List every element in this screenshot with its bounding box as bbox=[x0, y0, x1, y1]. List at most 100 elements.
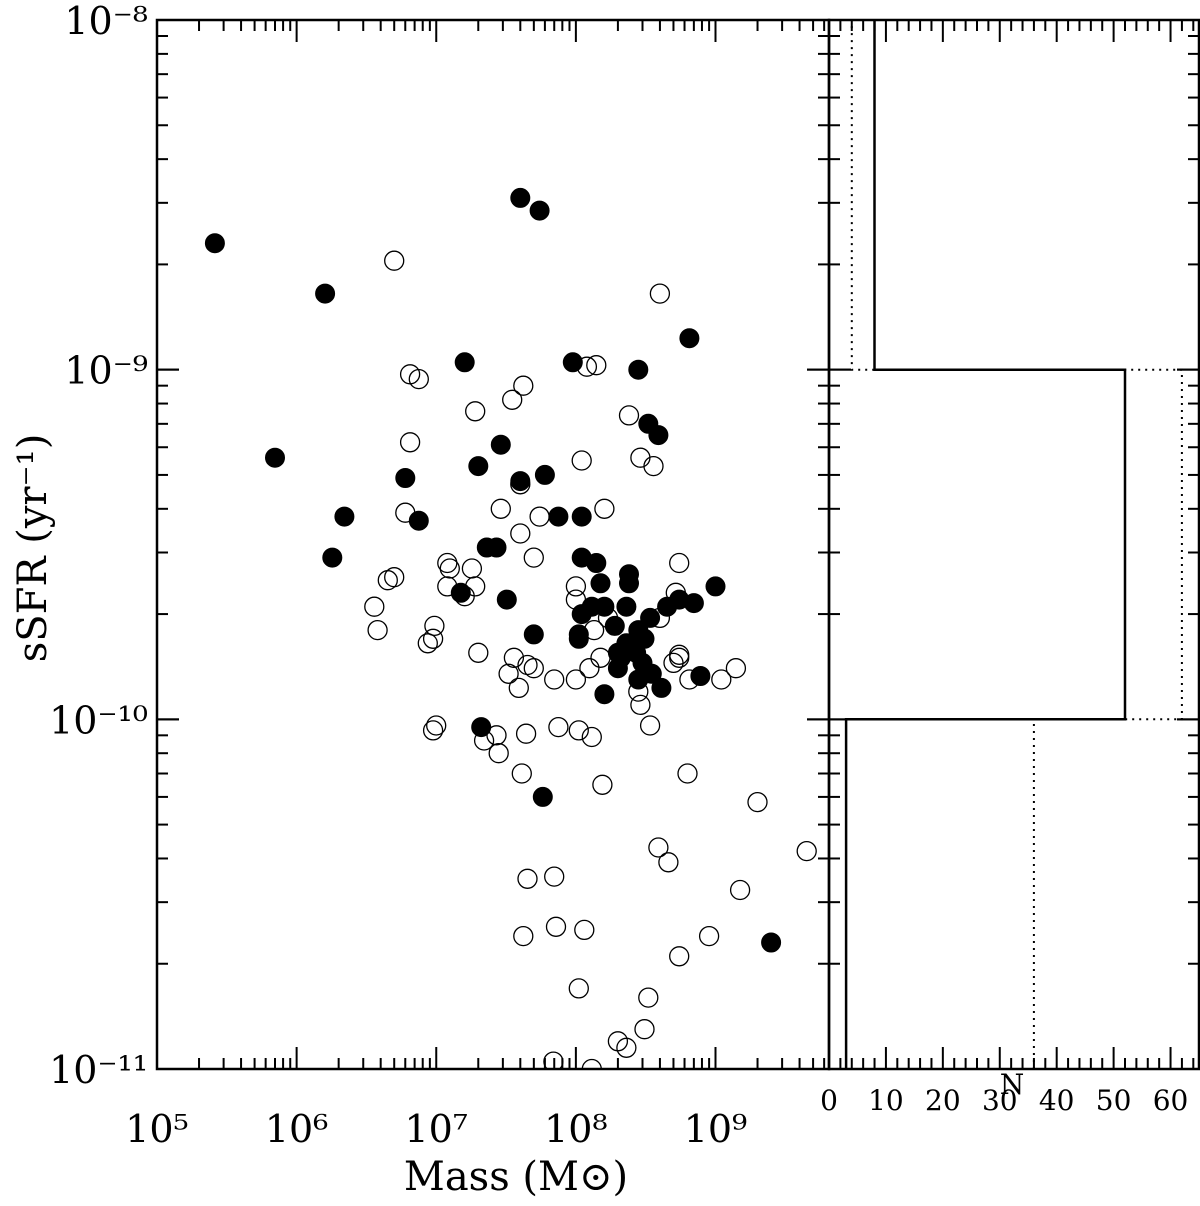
open-data-point bbox=[544, 866, 565, 887]
n-tick-label: 30 bbox=[982, 1084, 1018, 1117]
open-data-point bbox=[592, 774, 613, 795]
histogram-frame bbox=[827, 18, 1200, 1071]
filled-data-point bbox=[594, 596, 615, 617]
scatter-panel: 10⁵ 10⁶ 10⁷ 10⁸ 10⁹ 10⁻¹¹ 10⁻¹⁰ 10⁻⁹ 10⁻⁸ Mass … bbox=[10, 0, 831, 1200]
x-tick-label: 10⁹ bbox=[684, 1107, 748, 1151]
filled-data-point bbox=[471, 717, 492, 738]
open-data-point bbox=[439, 558, 460, 579]
open-data-point bbox=[395, 502, 416, 523]
open-data-point bbox=[586, 355, 607, 376]
x-tick-label: 10⁶ bbox=[265, 1107, 329, 1151]
open-data-point bbox=[461, 558, 483, 579]
y-tick-label: 10⁻⁸ bbox=[64, 0, 148, 43]
n-tick-label: 50 bbox=[1096, 1084, 1132, 1117]
open-data-point bbox=[503, 647, 525, 668]
x-tick-labels: 10⁵ 10⁶ 10⁷ 10⁸ 10⁹ bbox=[125, 1107, 747, 1151]
open-data-point bbox=[529, 506, 550, 527]
filled-data-point bbox=[594, 684, 615, 705]
filled-data-point bbox=[586, 553, 607, 573]
filled-data-point bbox=[690, 666, 711, 686]
open-data-point bbox=[510, 474, 531, 495]
open-data-point bbox=[465, 576, 486, 597]
filled-data-point bbox=[315, 283, 336, 304]
open-data-point bbox=[643, 455, 664, 477]
y-tick-label: 10⁻¹¹ bbox=[49, 1048, 148, 1092]
open-data-point bbox=[679, 669, 700, 690]
n-tick-label: 20 bbox=[925, 1084, 961, 1117]
open-data-point bbox=[669, 946, 690, 967]
histogram-steps bbox=[844, 20, 1183, 1069]
filled-data-point bbox=[616, 596, 637, 617]
open-data-point bbox=[796, 840, 817, 862]
open-data-point bbox=[571, 450, 592, 471]
open-data-point bbox=[548, 716, 569, 738]
open-data-point bbox=[638, 987, 659, 1008]
n-tick-label: 60 bbox=[1153, 1084, 1189, 1117]
open-data-point bbox=[597, 607, 619, 629]
open-data-point bbox=[454, 586, 475, 607]
open-data-point bbox=[628, 681, 649, 702]
open-data-point bbox=[465, 401, 486, 422]
filled-data-point bbox=[571, 506, 592, 527]
open-data-point bbox=[630, 447, 651, 468]
filled-data-point bbox=[548, 506, 569, 527]
histogram-panel: 0 10 20 30 40 50 60 N bbox=[820, 18, 1200, 1117]
histogram-ticks bbox=[828, 19, 1199, 1070]
open-data-point bbox=[545, 916, 567, 937]
open-data-point bbox=[729, 879, 751, 901]
open-data-point bbox=[590, 647, 611, 668]
filled-data-point bbox=[468, 456, 489, 477]
filled-data-point bbox=[641, 663, 662, 684]
filled-data-point bbox=[510, 187, 531, 208]
open-data-point bbox=[488, 743, 509, 764]
open-data-point bbox=[581, 1058, 602, 1069]
filled-data-point bbox=[523, 624, 544, 645]
n-tick-label: 10 bbox=[868, 1084, 904, 1117]
open-data-point bbox=[437, 576, 458, 597]
y-tick-label: 10⁻⁹ bbox=[64, 349, 148, 393]
filled-data-point bbox=[651, 677, 672, 698]
filled-data-point bbox=[496, 589, 517, 610]
y-tick-label: 10⁻¹⁰ bbox=[49, 698, 148, 742]
open-data-point bbox=[616, 1037, 637, 1058]
filled-data-point bbox=[628, 359, 649, 380]
open-data-point bbox=[698, 925, 720, 947]
open-data-point bbox=[630, 694, 651, 716]
open-data-point bbox=[426, 715, 447, 736]
open-data-point bbox=[565, 669, 587, 690]
filled-data-point bbox=[683, 593, 704, 614]
open-data-point bbox=[649, 283, 671, 304]
filled-data-point bbox=[322, 547, 343, 568]
open-data-point bbox=[424, 615, 445, 637]
scatter-ticks bbox=[156, 19, 829, 1070]
open-data-point bbox=[513, 925, 534, 947]
open-data-point bbox=[747, 791, 768, 813]
filled-data-point bbox=[761, 932, 782, 953]
open-data-point bbox=[634, 1019, 655, 1040]
filled-data-point bbox=[454, 352, 475, 373]
open-data-point bbox=[711, 669, 732, 690]
filled-data-point bbox=[395, 468, 416, 488]
open-data-point bbox=[663, 652, 684, 674]
open-data-point bbox=[568, 978, 589, 999]
open-data-point bbox=[565, 576, 587, 597]
filled-data-point bbox=[334, 506, 355, 527]
open-data-point bbox=[511, 763, 532, 784]
filled-data-point bbox=[679, 328, 700, 349]
open-data-point bbox=[725, 658, 747, 679]
open-data-point bbox=[517, 868, 538, 889]
open-data-point bbox=[417, 633, 438, 654]
open-data-point bbox=[677, 763, 698, 784]
y-axis-label: sSFR (yr⁻¹) bbox=[10, 434, 56, 663]
open-data-point bbox=[658, 852, 679, 873]
x-tick-label: 10⁸ bbox=[544, 1107, 608, 1151]
open-data-point bbox=[384, 250, 405, 271]
open-data-point bbox=[473, 730, 495, 751]
open-data-point bbox=[377, 570, 398, 591]
filled-data-point bbox=[619, 573, 639, 594]
filled-data-point bbox=[562, 352, 583, 373]
open-data-point bbox=[579, 658, 600, 679]
filled-data-point bbox=[534, 464, 555, 485]
filled-data-point bbox=[648, 425, 669, 446]
open-data-point bbox=[669, 647, 690, 668]
